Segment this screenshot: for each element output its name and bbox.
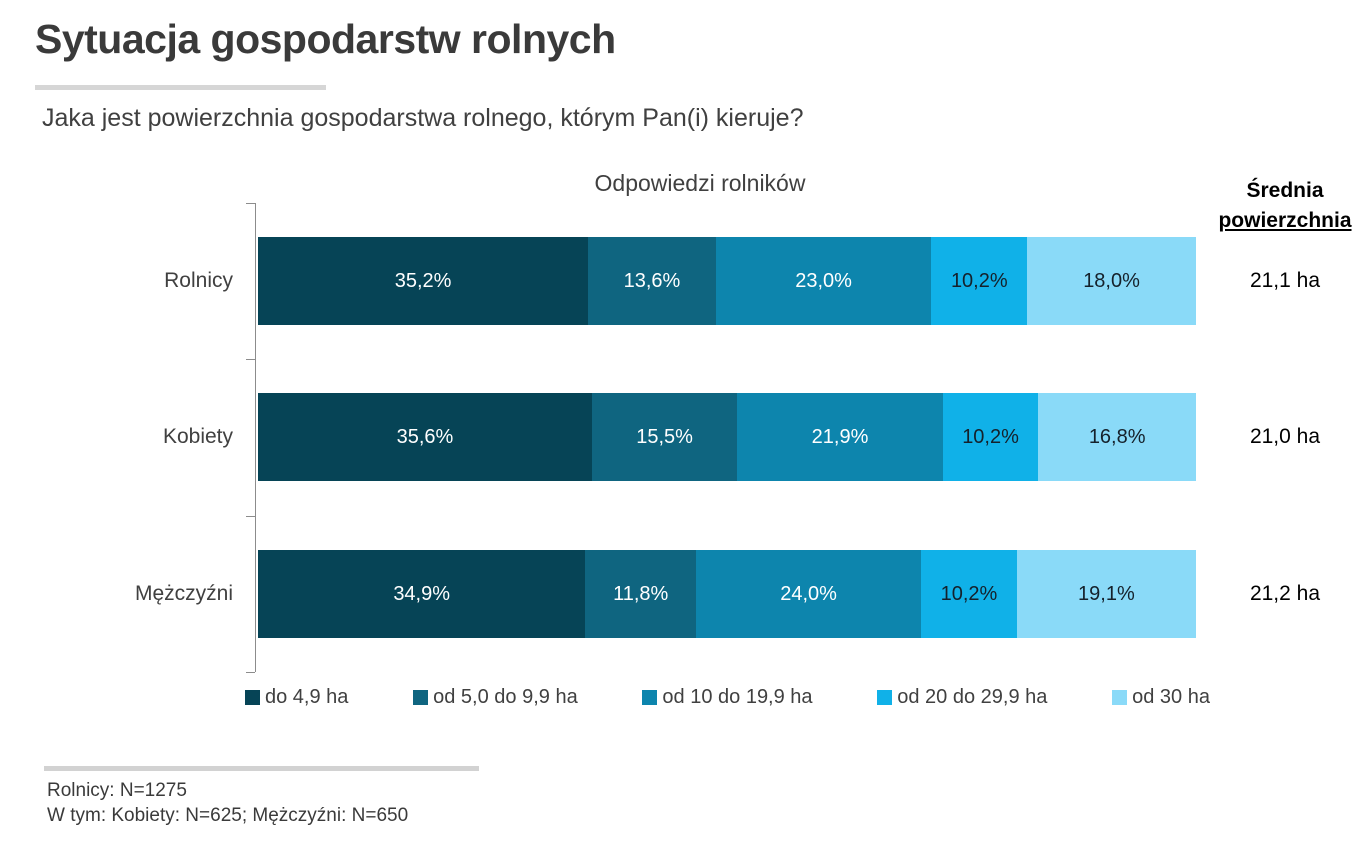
stacked-bar: 35,2% 13,6% 23,0% 10,2% 18,0%	[258, 237, 1196, 325]
segment-value-label: 23,0%	[795, 269, 852, 292]
title-underline-rule	[35, 85, 326, 90]
bar-segment: 18,0%	[1027, 237, 1196, 325]
segment-value-label: 35,6%	[396, 425, 454, 448]
segment-value-label: 10,2%	[962, 425, 1019, 448]
legend-swatch-icon	[642, 690, 658, 705]
segment-value-label: 13,6%	[623, 269, 681, 292]
bar-segment: 10,2%	[942, 393, 1039, 481]
segment-value-label: 35,2%	[394, 269, 452, 292]
avg-header-line2: powierzchnia	[1218, 209, 1352, 233]
bar-segment: 13,6%	[588, 237, 716, 325]
axis-tick	[246, 516, 255, 517]
axis-tick	[246, 359, 255, 360]
plot-area: Rolnicy 35,2% 13,6% 23,0% 10,2% 18,0% 21,1 ha K…	[0, 203, 1371, 673]
segment-value-label: 16,8%	[1088, 425, 1146, 448]
category-axis	[246, 203, 256, 673]
segment-value-label: 11,8%	[613, 582, 669, 605]
avg-value: 21,0 ha	[1249, 425, 1321, 448]
bar-segment: 24,0%	[696, 550, 922, 638]
bar-segment: 19,1%	[1016, 550, 1196, 638]
avg-header-line1: Średnia	[1246, 179, 1324, 202]
segment-value-label: 10,2%	[940, 582, 998, 605]
segment-value-label: 15,5%	[636, 425, 693, 448]
bar-segment: 10,2%	[921, 550, 1017, 638]
legend-label: od 5,0 do 9,9 ha	[433, 686, 578, 708]
legend-swatch-icon	[413, 690, 429, 705]
bar-segment: 23,0%	[715, 237, 932, 325]
legend-item: od 10 do 19,9 ha	[642, 686, 813, 709]
bar-segment: 15,5%	[591, 393, 738, 481]
legend-item: od 30 ha	[1112, 686, 1210, 709]
legend-swatch-icon	[877, 690, 893, 705]
legend-swatch-icon	[245, 690, 260, 705]
category-label: Mężczyźni	[134, 582, 233, 605]
avg-column-header: Średnia powierzchnia	[1205, 176, 1365, 237]
segment-value-label: 34,9%	[393, 582, 451, 605]
bar-segment: 16,8%	[1038, 393, 1196, 481]
category-label: Rolnicy	[164, 269, 233, 292]
legend-item: do 4,9 ha	[245, 686, 348, 709]
bar-segment: 35,6%	[258, 393, 592, 481]
segment-value-label: 19,1%	[1078, 582, 1135, 605]
avg-value: 21,2 ha	[1249, 582, 1321, 605]
legend-label: do 4,9 ha	[265, 686, 349, 708]
footnote: Rolnicy: N=1275 W tym: Kobiety: N=625; M…	[47, 778, 408, 828]
bar-segment: 10,2%	[931, 237, 1028, 325]
legend-item: od 5,0 do 9,9 ha	[413, 686, 578, 709]
legend-label: od 10 do 19,9 ha	[662, 686, 813, 708]
segment-value-label: 10,2%	[950, 269, 1008, 292]
stacked-bar: 35,6% 15,5% 21,9% 10,2% 16,8%	[258, 393, 1196, 481]
bar-row: Mężczyźni 34,9% 11,8% 24,0% 10,2% 19,1% 21,2 h…	[0, 516, 1371, 672]
legend-item: od 20 do 29,9 ha	[877, 686, 1047, 709]
survey-question: Jaka jest powierzchnia gospodarstwa roln…	[42, 104, 804, 132]
segment-value-label: 21,9%	[811, 425, 869, 448]
footnote-line-1: Rolnicy: N=1275	[47, 780, 187, 801]
stacked-bar: 34,9% 11,8% 24,0% 10,2% 19,1%	[258, 550, 1196, 638]
axis-tick	[246, 203, 255, 204]
legend: do 4,9 ha od 5,0 do 9,9 ha od 10 do 19,9 h…	[245, 686, 1210, 709]
axis-tick	[246, 672, 255, 673]
bar-row: Kobiety 35,6% 15,5% 21,9% 10,2% 16,8% 21,0 ha	[0, 359, 1371, 515]
category-label: Kobiety	[162, 425, 233, 448]
footer-rule	[44, 766, 479, 771]
bar-segment: 35,2%	[258, 237, 589, 325]
chart-title: Odpowiedzi rolników	[594, 170, 806, 196]
page-title: Sytuacja gospodarstw rolnych	[35, 16, 616, 62]
legend-label: od 30 ha	[1132, 686, 1210, 708]
segment-value-label: 18,0%	[1083, 269, 1140, 292]
avg-value: 21,1 ha	[1249, 269, 1321, 292]
legend-label: od 20 do 29,9 ha	[897, 686, 1048, 708]
legend-swatch-icon	[1112, 690, 1128, 705]
bar-segment: 11,8%	[585, 550, 697, 638]
footnote-line-2: W tym: Kobiety: N=625; Mężczyźni: N=650	[47, 805, 409, 827]
bar-segment: 34,9%	[258, 550, 586, 638]
bar-row: Rolnicy 35,2% 13,6% 23,0% 10,2% 18,0% 21,1 ha	[0, 203, 1371, 359]
segment-value-label: 24,0%	[780, 582, 837, 605]
bar-segment: 21,9%	[737, 393, 943, 481]
